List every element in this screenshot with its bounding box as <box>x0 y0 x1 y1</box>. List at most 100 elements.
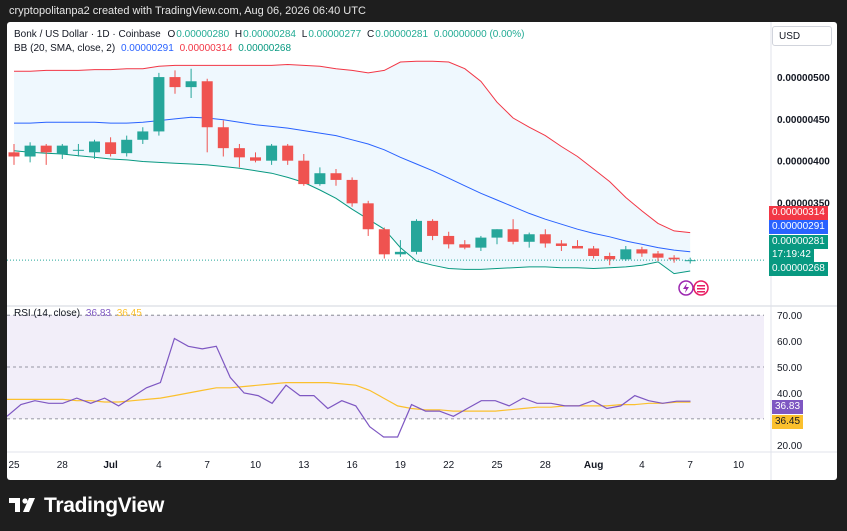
candle-body <box>668 257 680 260</box>
candle-body <box>507 229 519 242</box>
price-axis-tick: 0.00000450 <box>777 115 830 126</box>
candle-body <box>153 77 165 132</box>
rsi-axis-tick: 60.00 <box>777 337 802 348</box>
tradingview-logo-icon <box>9 498 35 512</box>
candle <box>169 70 181 94</box>
candle-body <box>121 139 133 154</box>
bb-legend: BB (20, SMA, close, 2) 0.00000291 0.0000… <box>14 43 291 54</box>
time-axis-tick: 10 <box>250 460 262 471</box>
candle-body <box>250 157 261 161</box>
rsi-axis-tick: 70.00 <box>777 311 802 322</box>
time-axis-tick: Jul <box>103 460 118 471</box>
candle <box>459 240 471 250</box>
candle <box>89 139 100 160</box>
ohlc-open-label: O <box>167 29 176 40</box>
candle <box>266 143 278 165</box>
candle-body <box>652 253 664 258</box>
candle <box>250 152 261 163</box>
candle-body <box>475 237 487 248</box>
ohlc-low-label: L <box>301 29 308 40</box>
bb-upper-line <box>14 60 691 234</box>
price-axis-tick: 0.00000400 <box>777 157 830 168</box>
candle-body <box>330 173 342 180</box>
time-axis-tick: 7 <box>687 460 693 471</box>
brand-name: TradingView <box>44 494 165 517</box>
candle <box>491 229 503 245</box>
candle-body <box>8 152 20 157</box>
candle <box>378 227 390 259</box>
top-caption: cryptopolitanpa2 created with TradingVie… <box>0 0 847 22</box>
rsi-axis-tick: 40.00 <box>777 389 802 400</box>
candle-body <box>346 179 358 204</box>
bb-lower-value: 0.00000268 <box>238 43 292 54</box>
candle-body <box>201 81 213 128</box>
candle <box>362 200 374 236</box>
ohlc-high: 0.00000284 <box>243 29 296 40</box>
candle <box>72 143 84 157</box>
flag-stripe <box>697 285 705 287</box>
candle <box>668 255 680 263</box>
candle <box>330 169 342 186</box>
candle <box>8 143 20 165</box>
bb-fill <box>14 61 691 274</box>
candle <box>523 232 535 248</box>
rsi-legend-value: 36.83 <box>85 308 111 319</box>
price-axis-tick: 0.00000350 <box>777 198 830 209</box>
last-price-label: 0.00000281 <box>769 235 828 249</box>
candle-body <box>233 148 245 158</box>
candle-body <box>443 235 455 245</box>
chart-frame[interactable]: 0.00000500 0.00000450 0.00000400 0.00000350… <box>7 22 837 480</box>
bb-lower-price-label: 0.00000268 <box>769 262 828 276</box>
bb-lower-line <box>13 150 691 275</box>
candle-body <box>169 77 181 88</box>
rsi-ma-value-label: 36.45 <box>772 415 804 429</box>
bar-countdown: 17:19:42 <box>769 248 814 262</box>
bb-basis-price-label: 0.00000291 <box>769 220 828 234</box>
rsi-title: RSI (14, close) <box>14 308 81 319</box>
ohlc-open: 0.00000280 <box>176 29 230 40</box>
candle <box>411 219 422 255</box>
rsi-axis-tick: 50.00 <box>777 363 802 374</box>
candle-body <box>588 248 600 256</box>
bb-upper-price-label: 0.00000314 <box>769 206 828 220</box>
candle <box>684 257 696 264</box>
currency-button[interactable]: USD <box>772 26 832 46</box>
candle <box>56 143 68 160</box>
candle-body <box>572 245 583 249</box>
bb-upper-value: 0.00000314 <box>179 43 233 54</box>
candle-body <box>411 220 422 252</box>
candle <box>40 143 52 165</box>
candle-body <box>137 131 149 140</box>
candle <box>153 72 165 136</box>
time-axis-tick: 13 <box>298 460 310 471</box>
candle-body <box>72 149 84 151</box>
candle-body <box>266 145 278 161</box>
time-axis-tick: Aug <box>584 460 603 471</box>
time-axis-tick: 4 <box>156 460 162 471</box>
candle-body <box>105 142 117 154</box>
candle-body <box>298 160 310 185</box>
candle <box>620 245 632 262</box>
rsi-value-label: 36.83 <box>772 400 804 414</box>
lightning-glyph <box>683 283 689 293</box>
bb-title: BB (20, SMA, close, 2) <box>14 43 116 54</box>
chart-canvas[interactable]: 0.00000500 0.00000450 0.00000400 0.00000350… <box>7 22 837 480</box>
created-text: cryptopolitanpa2 created with TradingVie… <box>9 5 366 17</box>
bb-basis-line <box>14 116 691 253</box>
time-axis-tick: 4 <box>639 460 645 471</box>
candle-body <box>89 141 100 153</box>
candle-body <box>459 244 471 248</box>
ohlc-change: 0.00000000 (0.00%) <box>433 29 525 40</box>
candle-body <box>314 173 326 185</box>
candle <box>24 142 36 163</box>
candle <box>636 246 648 257</box>
event-flags-icon <box>678 280 709 296</box>
ohlc-close: 0.00000281 <box>375 29 429 40</box>
symbol-legend: Bonk / US Dollar · 1D · Coinbase O0.0000… <box>14 29 524 40</box>
candle-body <box>217 127 229 149</box>
candle-body <box>491 229 503 238</box>
candle-body <box>40 145 52 153</box>
bb-basis-value: 0.00000291 <box>120 43 174 54</box>
candle <box>652 250 664 262</box>
candle-body <box>378 229 390 255</box>
